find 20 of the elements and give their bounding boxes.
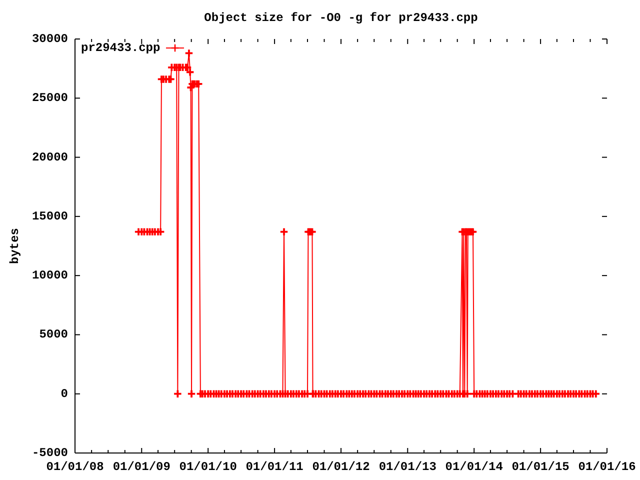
x-tick-label: 01/01/13 xyxy=(378,460,436,474)
y-tick-label: 15000 xyxy=(32,209,68,224)
series-label: pr29433.cpp xyxy=(81,41,160,55)
x-tick-label: 01/01/16 xyxy=(578,460,636,474)
y-tick-label: 10000 xyxy=(32,268,68,283)
y-axis-title: bytes xyxy=(8,228,22,264)
y-tick-label: 5000 xyxy=(39,328,68,342)
x-tick-label: 01/01/08 xyxy=(46,460,104,474)
x-tick-label: 01/01/10 xyxy=(179,460,237,474)
y-tick-label: -5000 xyxy=(32,446,68,460)
y-tick-label: 20000 xyxy=(32,150,68,164)
y-tick-label: 30000 xyxy=(32,32,68,46)
chart-title: Object size for -O0 -g for pr29433.cpp xyxy=(203,11,479,25)
x-tick-label: 01/01/12 xyxy=(312,460,370,474)
x-tick-label: 01/01/15 xyxy=(512,460,570,474)
x-tick-label: 01/01/09 xyxy=(112,460,170,474)
x-tick-label: 01/01/14 xyxy=(445,460,503,474)
x-tick-label: 01/01/11 xyxy=(246,460,304,474)
y-tick-label: 0 xyxy=(60,386,68,401)
y-tick-label: 25000 xyxy=(32,91,68,106)
